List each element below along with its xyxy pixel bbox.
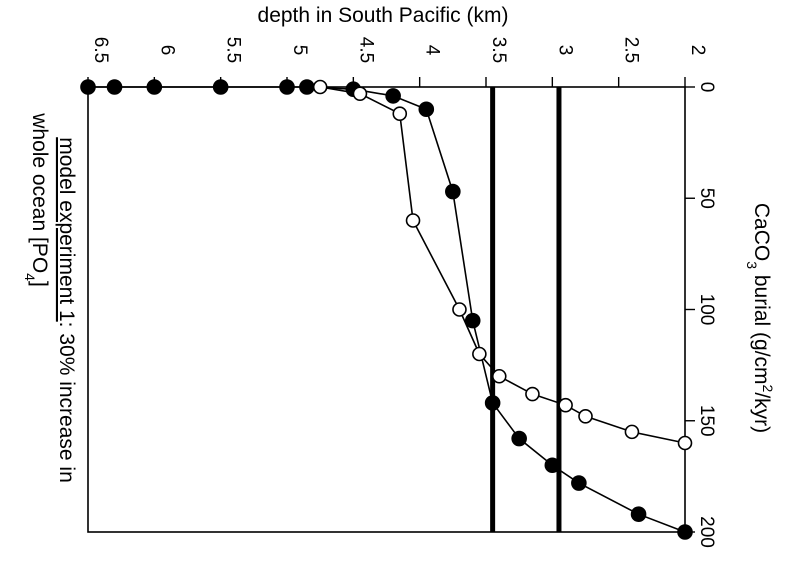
burial-axis: 0 50 100 150 200: [685, 82, 717, 548]
data-point: [418, 101, 435, 118]
data-point: [558, 397, 573, 413]
data-point: [352, 86, 368, 101]
depth-tick-label: 5.5: [223, 37, 244, 63]
data-point: [677, 435, 693, 451]
depth-tick-label: 2.5: [621, 37, 642, 63]
depth-tick-label: 4.5: [355, 37, 376, 63]
data-point: [299, 79, 315, 95]
data-point: [312, 79, 328, 95]
data-point: [578, 408, 593, 424]
depth-tick-label: 3.5: [488, 37, 509, 63]
series-line: [88, 86, 686, 533]
data-point: [106, 79, 123, 95]
burial-tick-label: 50: [696, 188, 717, 209]
data-point: [544, 457, 561, 474]
data-point: [472, 346, 487, 362]
series-line: [320, 86, 686, 444]
series-filled: [80, 79, 693, 540]
burial-tick-label: 100: [696, 294, 717, 326]
data-point: [392, 106, 408, 121]
depth-tick-label: 2: [687, 45, 708, 56]
burial-axis-title: CaCO3 burial (g/cm2/kyr): [744, 203, 776, 433]
series-open: [312, 79, 693, 451]
depth-tick-label: 4: [422, 45, 443, 56]
data-point: [445, 183, 461, 200]
caption-line-2: whole ocean [PO4]: [22, 112, 51, 287]
caption-line-1: model experiment 1: 30% increase in: [55, 137, 78, 483]
depth-axis: 2 2.5 3 3.5 4 4.5 5 5.5 6 6.5: [87, 37, 708, 87]
data-point: [464, 312, 481, 329]
data-point: [525, 386, 540, 402]
data-point: [571, 475, 587, 491]
depth-tick-label: 5: [289, 45, 310, 56]
burial-tick-label: 200: [696, 516, 717, 548]
data-point: [630, 506, 647, 523]
plot-area: [80, 79, 693, 540]
plot-frame: [87, 86, 686, 533]
burial-tick-label: 150: [696, 405, 717, 437]
data-point: [405, 213, 421, 228]
data-point: [484, 395, 501, 411]
data-point: [491, 368, 507, 384]
depth-tick-label: 3: [554, 45, 575, 56]
data-point: [452, 302, 467, 317]
depth-tick-label: 6.5: [90, 37, 111, 63]
depth-tick-label: 6: [156, 45, 177, 56]
data-point: [385, 88, 401, 104]
data-point: [624, 424, 640, 440]
depth-axis-title: depth in South Pacific (km): [258, 4, 509, 27]
data-point: [511, 430, 527, 447]
burial-tick-label: 0: [696, 82, 717, 93]
